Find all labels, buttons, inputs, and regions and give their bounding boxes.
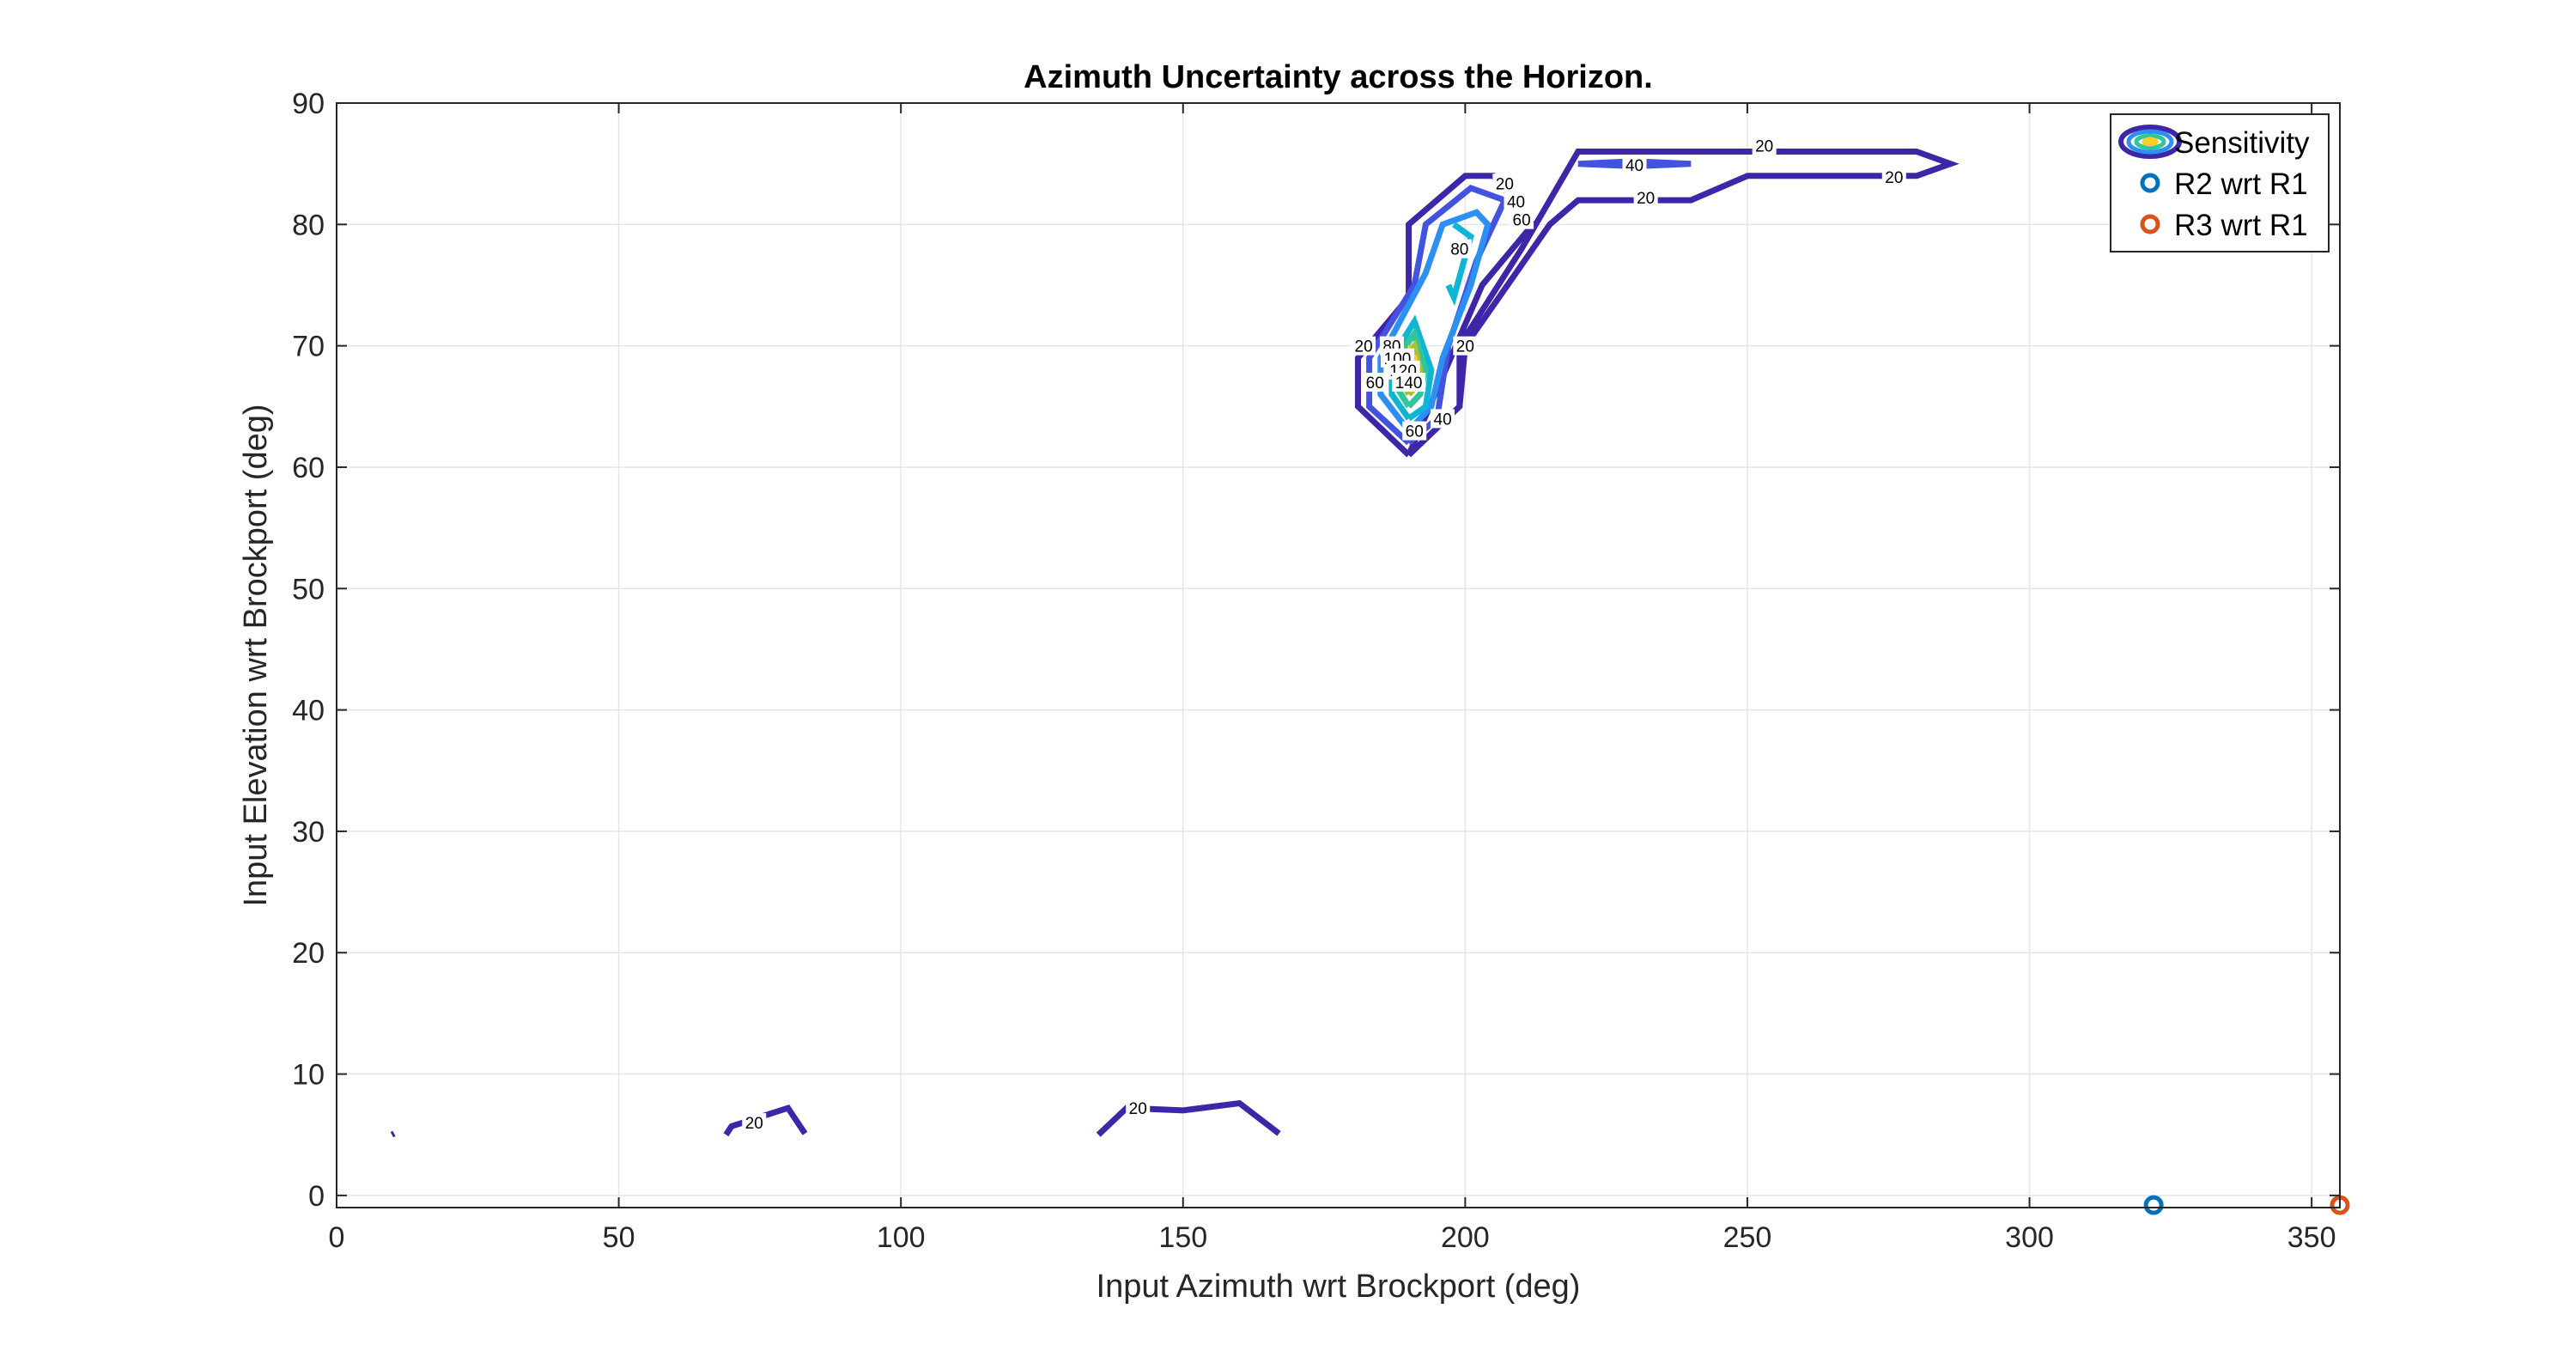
x-axis-label: Input Azimuth wrt Brockport (deg): [1097, 1269, 1581, 1305]
y-tick-label: 0: [308, 1180, 325, 1213]
y-tick-label: 70: [292, 331, 325, 363]
contour-label: 60: [1366, 374, 1384, 393]
x-tick-label: 0: [329, 1221, 345, 1254]
contour-label: 40: [1434, 411, 1452, 429]
y-tick-label: 10: [292, 1059, 325, 1092]
scatter-point: [2143, 1195, 2164, 1215]
contour-label: 20: [1885, 169, 1903, 187]
contour-label-bg: [1504, 192, 1528, 211]
contour-label-bg: [1126, 1098, 1151, 1118]
contour-label: 80: [1450, 241, 1468, 259]
contour-label: 20: [1456, 338, 1474, 356]
contour-label: 20: [1129, 1100, 1147, 1118]
contour-line-60: [1377, 209, 1492, 433]
contour-label: 20: [1637, 190, 1655, 208]
legend: Sensitivity R2 wrt R1 R3 wrt R1: [2110, 113, 2330, 253]
y-tick-label: 40: [292, 695, 325, 727]
contour-label-bg: [1492, 173, 1517, 193]
contour-label-bg: [1881, 167, 1906, 187]
x-tick-label: 300: [2005, 1221, 2054, 1254]
y-tick-label: 80: [292, 209, 325, 241]
contour-label: 20: [1355, 338, 1373, 356]
y-tick-label: 50: [292, 573, 325, 606]
contour-label: 60: [1406, 423, 1424, 441]
contour-label-bg: [1453, 336, 1478, 356]
legend-entry-label: R3 wrt R1: [2174, 209, 2308, 242]
y-axis-label: Input Elevation wrt Brockport (deg): [238, 404, 274, 906]
x-tick-label: 200: [1441, 1221, 1490, 1254]
x-tick-label: 100: [877, 1221, 926, 1254]
contour-label: 40: [1625, 157, 1643, 175]
legend-contour-icon: [2118, 125, 2182, 159]
scatter-markers: [2143, 1195, 2350, 1215]
contour-line-20: [1355, 173, 1537, 458]
legend-marker: [2140, 214, 2160, 234]
contour-label-bg: [1447, 239, 1472, 259]
x-tick-label: 350: [2287, 1221, 2336, 1254]
contour-label: 20: [1755, 137, 1773, 155]
y-tick-label: 20: [292, 937, 325, 970]
contour-label-bg: [1752, 136, 1777, 155]
legend-entry-label: Sensitivity: [2174, 126, 2310, 160]
contour-line-20: [390, 1130, 396, 1138]
contour-label-bg: [1431, 409, 1455, 429]
x-tick-label: 250: [1723, 1221, 1772, 1254]
contour-label: 140: [1395, 374, 1423, 393]
y-tick-label: 30: [292, 816, 325, 849]
contour-label-bg: [1402, 421, 1427, 441]
x-tick-label: 150: [1158, 1221, 1207, 1254]
contour-label-bg: [1622, 155, 1647, 175]
contour-line-80: [1388, 314, 1435, 422]
contour-line-20: [1096, 1099, 1281, 1137]
contour-line-80: [1445, 222, 1474, 307]
legend-marker: [2140, 173, 2160, 193]
legend-entry-label: R2 wrt R1: [2174, 167, 2308, 201]
contour-label-bg: [1363, 373, 1388, 393]
contour-label: 40: [1507, 193, 1525, 211]
contour-lines: [390, 149, 1959, 1138]
axis-ticks: 0 50 100 150 200 250 300 350 0 10 20 30 40 50 60 70 80 90: [292, 88, 2340, 1254]
contour-line-20: [1406, 149, 1959, 458]
contour-label-bg: [1352, 336, 1376, 356]
contour-line-40: [1577, 158, 1692, 170]
contour-label-bg: [742, 1113, 767, 1133]
contour-label-bg: [1510, 210, 1534, 229]
plot-frame: [336, 102, 2341, 1208]
contour-label: 60: [1513, 212, 1531, 230]
x-tick-label: 50: [603, 1221, 635, 1254]
contour-label: 20: [745, 1115, 763, 1133]
y-tick-label: 90: [292, 88, 325, 120]
contour-labels: 2040608040202020206080100120140204060202…: [742, 136, 1906, 1133]
y-tick-label: 60: [292, 452, 325, 484]
contour-label-bg: [1392, 373, 1426, 393]
chart-title: Azimuth Uncertainty across the Horizon.: [1024, 59, 1653, 95]
contour-label: 20: [1496, 175, 1514, 193]
grid: [336, 102, 2340, 1208]
contour-label-bg: [1633, 188, 1658, 208]
